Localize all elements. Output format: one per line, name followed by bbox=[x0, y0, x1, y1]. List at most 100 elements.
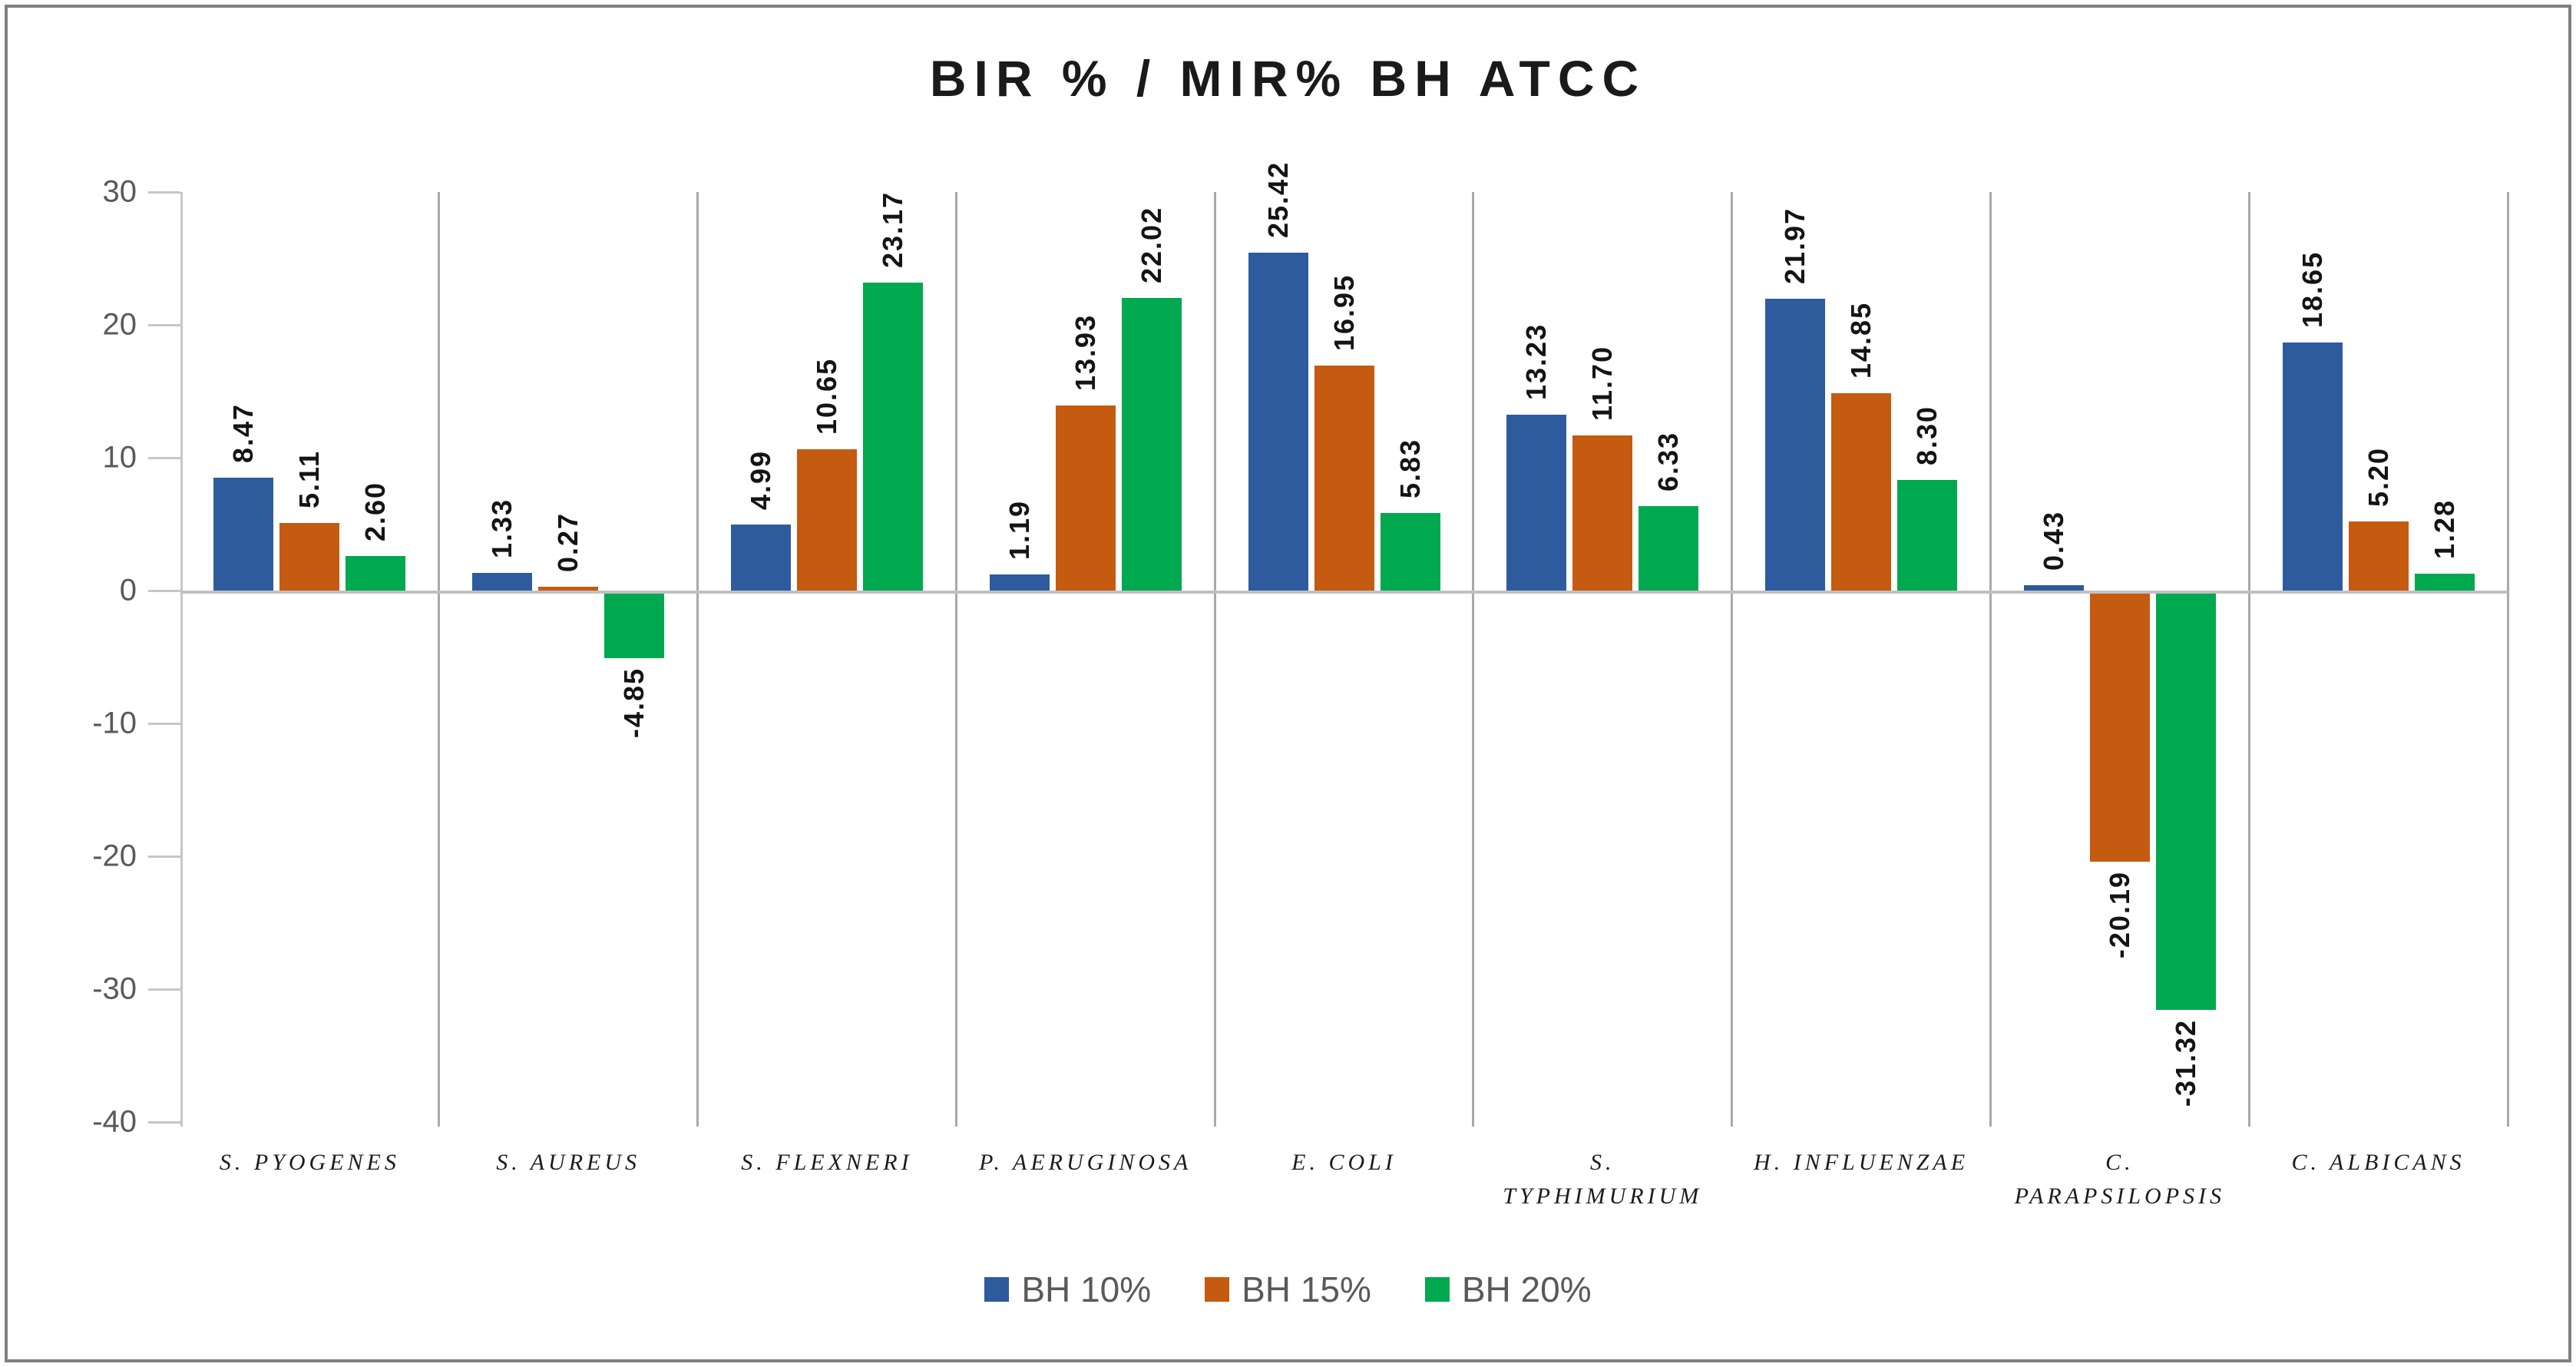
category-separator-line bbox=[2506, 192, 2509, 1127]
bar-value-label: 8.47 bbox=[227, 403, 260, 467]
bar-value-text: 1.28 bbox=[2428, 498, 2460, 559]
bar-value-text: 5.20 bbox=[2362, 446, 2394, 508]
bar-value-text: 22.02 bbox=[1135, 206, 1167, 284]
bar-bh-15% bbox=[2089, 594, 2150, 862]
bar-value-text: 5.11 bbox=[293, 449, 326, 508]
category-label-line: PARAPSILOPSIS bbox=[2014, 1183, 2226, 1209]
bar-value-label: -31.32 bbox=[2170, 1019, 2202, 1110]
bar-bh-15% bbox=[1831, 393, 1892, 591]
bar-value-label: 14.85 bbox=[1845, 302, 1877, 382]
category-label: E. COLI bbox=[1215, 1146, 1473, 1180]
y-axis-tick-label: -20 bbox=[92, 839, 137, 873]
bar-value-text: 5.83 bbox=[1394, 439, 1426, 499]
y-axis-tick bbox=[148, 855, 180, 858]
bar-value-label: 1.33 bbox=[486, 498, 518, 562]
bar-value-label: 1.19 bbox=[1004, 500, 1036, 564]
legend-swatch-icon bbox=[984, 1277, 1010, 1302]
bar-value-label: -4.85 bbox=[618, 667, 650, 742]
bar-value-text: 0.27 bbox=[552, 512, 584, 573]
bar-bh-15% bbox=[796, 448, 857, 591]
bar-bh-20% bbox=[2414, 573, 2475, 591]
bar-bh-10% bbox=[1248, 253, 1308, 591]
legend-label: BH 20% bbox=[1461, 1269, 1592, 1309]
bar-bh-10% bbox=[2023, 584, 2084, 591]
category-separator-line bbox=[438, 192, 441, 1127]
bar-value-label: 1.28 bbox=[2429, 499, 2461, 563]
bar-bh-10% bbox=[1506, 415, 1567, 591]
y-axis-tick-label: 20 bbox=[102, 307, 137, 342]
category-label: S. FLEXNERI bbox=[698, 1146, 957, 1180]
bar-bh-15% bbox=[1055, 405, 1116, 591]
bar-value-label: -20.19 bbox=[2104, 871, 2136, 962]
category-label: S. PYOGENES bbox=[180, 1146, 439, 1180]
category-label-line: C. ALBICANS bbox=[2291, 1150, 2465, 1175]
bar-value-text: 14.85 bbox=[1845, 302, 1877, 379]
bar-bh-20% bbox=[2155, 594, 2216, 1010]
bar-bh-20% bbox=[1380, 513, 1440, 591]
y-axis-tick-label: 30 bbox=[102, 174, 137, 209]
legend-label: BH 15% bbox=[1242, 1269, 1371, 1309]
legend-swatch-icon bbox=[1205, 1277, 1230, 1302]
bar-bh-15% bbox=[1572, 435, 1633, 591]
bar-bh-15% bbox=[538, 587, 599, 591]
bar-bh-20% bbox=[1639, 506, 1699, 591]
category-label: H. INFLUENZAE bbox=[1732, 1146, 1991, 1180]
bar-value-text: 18.65 bbox=[2296, 251, 2328, 329]
bar-value-label: 13.23 bbox=[1520, 323, 1553, 404]
y-axis-tick bbox=[148, 722, 180, 725]
bar-value-text: 2.60 bbox=[359, 481, 392, 542]
category-label-line: S. PYOGENES bbox=[219, 1150, 400, 1175]
y-axis-tick bbox=[148, 589, 180, 592]
bar-value-text: 13.93 bbox=[1069, 313, 1101, 391]
y-axis-tick-label: 0 bbox=[119, 573, 137, 607]
y-axis-tick-label: -30 bbox=[92, 971, 137, 1006]
category-label-line: C. bbox=[2105, 1150, 2135, 1175]
category-label: C. ALBICANS bbox=[2249, 1146, 2508, 1180]
bar-value-text: 23.17 bbox=[876, 191, 908, 269]
category-label: S. AUREUS bbox=[439, 1146, 698, 1180]
bar-value-text: 1.33 bbox=[486, 498, 518, 558]
category-separator-line bbox=[1213, 192, 1216, 1127]
legend-label: BH 10% bbox=[1021, 1269, 1152, 1309]
bar-bh-10% bbox=[472, 572, 533, 591]
bar-bh-10% bbox=[730, 524, 791, 591]
category-separator-line bbox=[1731, 192, 1734, 1127]
bar-value-label: 10.65 bbox=[811, 358, 843, 439]
bar-bh-10% bbox=[213, 478, 274, 591]
bar-bh-10% bbox=[2282, 343, 2343, 591]
y-axis-tick-label: -40 bbox=[92, 1104, 137, 1139]
bar-value-text: 10.65 bbox=[810, 357, 842, 435]
category-label-line: E. COLI bbox=[1291, 1150, 1397, 1175]
legend-item: BH 20% bbox=[1424, 1269, 1592, 1310]
bar-value-label: 25.42 bbox=[1262, 161, 1295, 242]
bar-value-label: 23.17 bbox=[877, 191, 909, 272]
bar-value-text: 11.70 bbox=[1586, 345, 1619, 421]
bar-value-label: 22.02 bbox=[1136, 207, 1168, 287]
bar-value-text: 21.97 bbox=[1779, 207, 1811, 284]
bar-value-label: 13.93 bbox=[1070, 314, 1102, 395]
bar-bh-10% bbox=[1765, 298, 1826, 591]
category-separator-line bbox=[2247, 192, 2250, 1127]
category-separator-line bbox=[1989, 192, 1992, 1127]
category-label: S. TYPHIMURIUM bbox=[1473, 1146, 1732, 1213]
bar-value-label: 5.83 bbox=[1394, 439, 1427, 502]
bar-value-text: 6.33 bbox=[1652, 432, 1685, 492]
bar-bh-15% bbox=[2348, 521, 2409, 591]
bar-value-label: 5.11 bbox=[293, 450, 326, 512]
bar-bh-20% bbox=[1121, 298, 1182, 591]
bar-value-text: -4.85 bbox=[618, 667, 650, 738]
y-axis-tick bbox=[148, 456, 180, 459]
y-axis-tick bbox=[148, 190, 180, 194]
legend-item: BH 15% bbox=[1205, 1269, 1371, 1310]
bar-value-text: 8.47 bbox=[227, 403, 260, 464]
bar-value-text: 1.19 bbox=[1003, 500, 1035, 561]
category-label-line: S. FLEXNERI bbox=[741, 1150, 913, 1175]
bar-value-text: 13.23 bbox=[1520, 323, 1553, 401]
bar-value-label: 18.65 bbox=[2297, 251, 2329, 332]
bar-value-label: 5.20 bbox=[2363, 447, 2395, 511]
y-axis-tick bbox=[148, 988, 180, 991]
bar-value-text: 4.99 bbox=[744, 449, 776, 510]
bar-value-text: 0.43 bbox=[2037, 510, 2069, 571]
bar-value-text: -31.32 bbox=[2169, 1018, 2201, 1107]
